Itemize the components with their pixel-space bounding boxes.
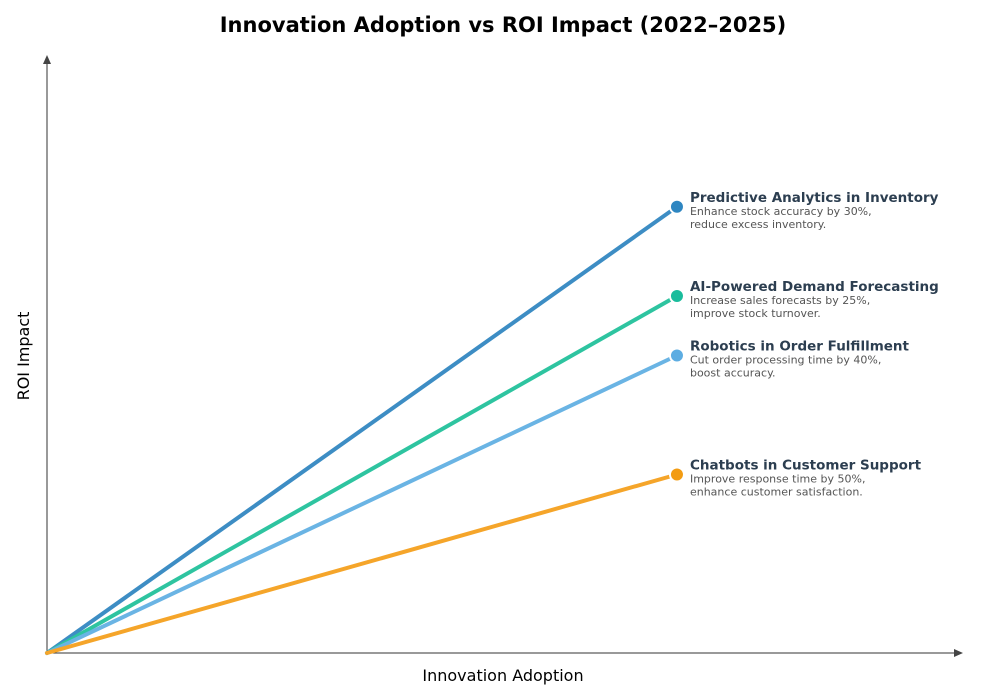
series-description: Cut order processing time by 40%, — [690, 354, 881, 367]
series-description: boost accuracy. — [690, 367, 776, 380]
series-end-point — [668, 466, 685, 483]
x-axis — [47, 649, 963, 657]
series-description: improve stock turnover. — [690, 307, 821, 320]
series-description: reduce excess inventory. — [690, 218, 826, 231]
series-description: Improve response time by 50%, — [690, 473, 865, 486]
series-0: Predictive Analytics in InventoryEnhance… — [45, 190, 939, 655]
series-end-point — [668, 288, 685, 304]
series-line — [45, 294, 679, 655]
x-axis-label: Innovation Adoption — [422, 666, 583, 685]
series-end-point — [668, 198, 685, 215]
y-axis-label: ROI Impact — [14, 312, 33, 401]
series-line — [45, 204, 679, 655]
series-description: enhance customer satisfaction. — [690, 486, 863, 499]
series-label: Predictive Analytics in Inventory — [690, 190, 939, 206]
series-label: Robotics in Order Fulfillment — [690, 339, 910, 355]
chart-title: Innovation Adoption vs ROI Impact (2022–… — [220, 13, 787, 37]
series-label: Chatbots in Customer Support — [690, 458, 922, 474]
series-label: AI-Powered Demand Forecasting — [690, 279, 939, 295]
series-line — [45, 472, 679, 655]
y-axis — [43, 55, 51, 653]
series-description: Enhance stock accuracy by 30%, — [690, 205, 872, 218]
series-line — [45, 353, 679, 655]
series-description: Increase sales forecasts by 25%, — [690, 294, 870, 307]
series-end-point — [668, 347, 685, 364]
